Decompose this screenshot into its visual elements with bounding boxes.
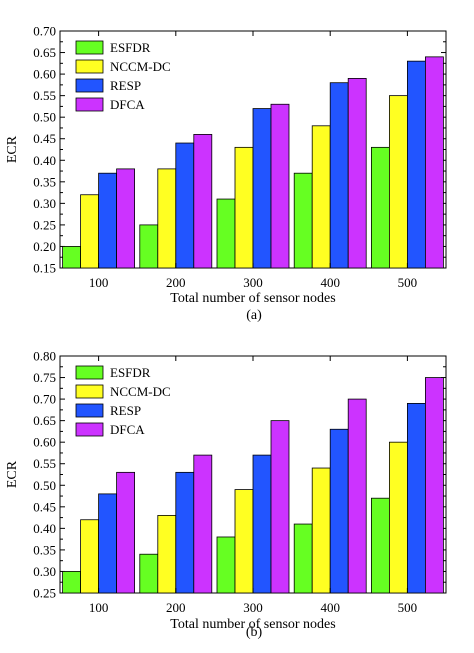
bar-resp [329,428,349,594]
y-tick-label: 0.45 [33,131,56,146]
legend-label: RESP [110,78,141,93]
bar-dfca [424,377,444,594]
y-tick-label: 0.65 [33,413,56,428]
bar-resp [329,82,349,269]
x-axis-title: Total number of sensor nodes [170,617,335,632]
bar-dfca [193,134,213,269]
y-tick-label: 0.65 [33,45,56,60]
bar-nccm-dc [311,467,331,594]
legend-label: ESFDR [110,40,151,55]
bar-dfca [347,78,367,269]
x-tick-label: 500 [398,275,418,290]
x-tick-label: 200 [166,275,186,290]
y-tick-label: 0.80 [33,349,56,364]
y-tick-label: 0.35 [33,542,56,557]
y-tick-label: 0.30 [33,564,56,579]
bar-esfdr [62,571,81,594]
bar-nccm-dc [157,168,177,269]
y-tick-label: 0.60 [33,67,56,82]
y-tick-label: 0.40 [33,153,56,168]
bar-resp [252,108,272,269]
x-axis-title: Total number of sensor nodes [170,291,335,306]
x-tick-label: 400 [320,275,340,290]
y-tick-label: 0.35 [33,174,56,189]
legend-label: RESP [110,403,141,418]
legend-swatch [75,97,104,112]
x-tick-label: 200 [166,600,186,615]
y-tick-label: 0.20 [33,239,56,254]
legend-swatch [75,403,104,418]
bar-dfca [116,471,135,594]
y-axis-title: ECR [5,460,20,488]
x-tick-label: 300 [243,600,263,615]
bar-resp [252,454,272,594]
bar-resp [98,172,117,269]
bar-dfca [116,168,135,269]
bar-esfdr [293,523,313,594]
bar-esfdr [216,536,236,594]
bar-dfca [193,454,213,594]
y-tick-label: 0.55 [33,88,56,103]
bar-nccm-dc [80,519,99,594]
bar-esfdr [139,553,159,594]
legend-swatch [75,78,104,93]
panel-caption: (b) [246,625,263,640]
y-tick-label: 0.25 [33,217,56,232]
bar-dfca [270,103,290,269]
bar-resp [406,60,426,269]
legend-swatch [75,384,104,399]
y-tick-label: 0.75 [33,370,56,385]
bar-nccm-dc [234,489,254,594]
bar-esfdr [139,224,159,269]
bar-nccm-dc [80,194,99,269]
legend-swatch [75,422,104,437]
bar-resp [406,402,426,594]
bar-dfca [270,420,290,594]
x-tick-label: 300 [243,275,263,290]
legend-label: NCCM-DC [110,384,171,399]
bar-esfdr [370,146,390,269]
bar-esfdr [293,172,313,269]
y-tick-label: 0.50 [33,478,56,493]
bar-nccm-dc [157,515,177,594]
bar-nccm-dc [388,95,408,269]
chart-b: 0.25 0.30 0.35 0.40 0.45 0.50 0.55 0.60 0.65 0.70… [5,349,447,640]
bar-esfdr [370,497,390,594]
y-tick-label: 0.30 [33,196,56,211]
x-tick-label: 100 [89,600,109,615]
y-tick-label: 0.25 [33,586,56,601]
y-tick-label: 0.40 [33,521,56,536]
legend-swatch [75,40,104,55]
y-tick-label: 0.45 [33,499,56,514]
x-tick-label: 400 [320,600,340,615]
legend-label: DFCA [110,97,145,112]
bar-nccm-dc [234,146,254,269]
bar-dfca [424,56,444,269]
legend-swatch [75,365,104,380]
legend-label: ESFDR [110,365,151,380]
bar-nccm-dc [388,441,408,594]
y-tick-label: 0.60 [33,435,56,450]
y-axis-title: ECR [5,135,20,163]
y-tick-label: 0.70 [33,24,56,39]
bar-dfca [347,398,367,594]
x-tick-label: 100 [89,275,109,290]
legend-swatch [75,59,104,74]
panel-caption: (a) [246,308,262,323]
x-tick-label: 500 [398,600,418,615]
legend-label: DFCA [110,422,145,437]
bar-resp [175,142,195,269]
y-tick-label: 0.55 [33,456,56,471]
bar-resp [98,493,117,594]
chart-a: 0.15 0.20 0.25 0.30 0.35 0.40 0.45 0.50 0.55 0.60… [5,24,447,323]
bar-esfdr [62,246,81,269]
y-tick-label: 0.15 [33,261,56,276]
bar-nccm-dc [311,125,331,269]
legend-label: NCCM-DC [110,59,171,74]
y-tick-label: 0.70 [33,392,56,407]
y-tick-label: 0.50 [33,110,56,125]
bar-resp [175,471,195,594]
bar-esfdr [216,198,236,269]
